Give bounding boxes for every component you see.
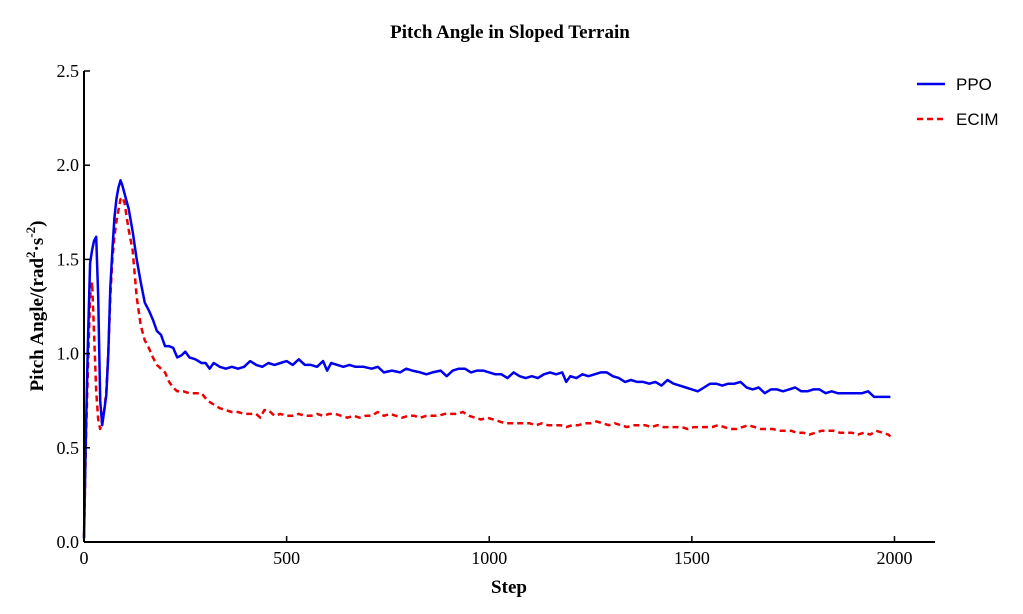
y-tick-label: 1.5 xyxy=(57,249,80,269)
plot-area: 0.0 0.5 1.0 1.5 2.0 2.5 0 500 1000 1500 2000 xyxy=(57,61,935,568)
legend: PPO ECIM xyxy=(917,75,999,129)
y-tick-label: 2.0 xyxy=(57,155,80,175)
legend-label-ppo: PPO xyxy=(956,75,992,94)
legend-label-ecim: ECIM xyxy=(956,110,999,129)
chart-title: Pitch Angle in Sloped Terrain xyxy=(390,22,630,43)
y-axis-label-main: Pitch Angle/(rad xyxy=(27,258,48,392)
y-tick-label: 1.0 xyxy=(57,344,80,364)
x-axis-label: Step xyxy=(491,577,527,598)
y-ticks: 0.0 0.5 1.0 1.5 2.0 2.5 xyxy=(57,61,90,552)
series-layer xyxy=(82,179,892,539)
x-tick-label: 500 xyxy=(273,548,300,568)
series-line-ecim xyxy=(82,195,892,539)
y-axis-label-end: ) xyxy=(27,221,48,227)
y-tick-label: 2.5 xyxy=(57,61,80,81)
y-axis-label-sup2: -2 xyxy=(23,227,38,238)
x-ticks: 0 500 1000 1500 2000 xyxy=(80,536,912,568)
x-tick-label: 1000 xyxy=(471,548,507,568)
y-tick-label: 0.0 xyxy=(57,532,80,552)
series-line-ppo xyxy=(82,179,891,539)
y-axis-label-sup1: 2 xyxy=(23,251,38,258)
x-tick-label: 2000 xyxy=(876,548,912,568)
y-axis-label-mid: ·s xyxy=(27,238,48,252)
y-tick-label: 0.5 xyxy=(57,438,80,458)
y-axis-label: Pitch Angle/(rad2·s-2) xyxy=(23,221,48,392)
x-tick-label: 1500 xyxy=(674,548,710,568)
x-tick-label: 0 xyxy=(80,548,89,568)
